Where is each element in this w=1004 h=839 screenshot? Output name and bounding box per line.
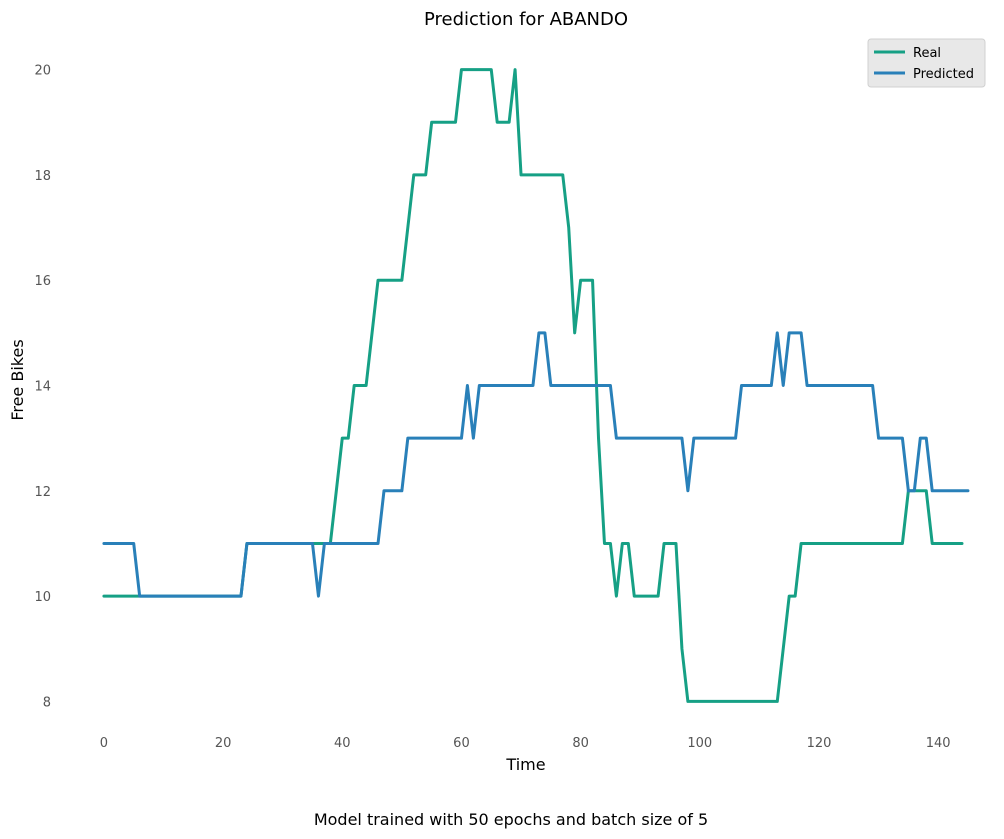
x-axis-label: Time: [505, 755, 545, 774]
legend-label-real: Real: [913, 46, 941, 61]
legend: Real Predicted: [867, 38, 986, 88]
y-tick-label: 10: [34, 590, 51, 605]
y-axis-label: Free Bikes: [8, 339, 27, 420]
y-tick-label: 12: [34, 485, 51, 500]
x-tick-label: 140: [926, 736, 951, 751]
y-axis-ticks: 8 10 12 14 16 18 20: [34, 64, 51, 711]
x-tick-label: 0: [100, 736, 108, 751]
x-tick-label: 100: [687, 736, 712, 751]
legend-label-predicted: Predicted: [913, 67, 974, 82]
series-lines: [102, 68, 970, 703]
y-tick-label: 14: [34, 380, 51, 395]
y-tick-label: 18: [34, 169, 51, 184]
y-tick-label: 16: [34, 274, 51, 289]
x-tick-label: 60: [453, 736, 470, 751]
series-line-predicted: [102, 331, 970, 598]
x-tick-label: 120: [807, 736, 832, 751]
y-tick-label: 8: [43, 695, 51, 710]
y-tick-label: 20: [34, 64, 51, 79]
chart-title: Prediction for ABANDO: [424, 9, 628, 30]
chart-caption: Model trained with 50 epochs and batch s…: [314, 810, 708, 829]
x-tick-label: 40: [334, 736, 351, 751]
x-tick-label: 80: [572, 736, 589, 751]
x-axis-ticks: 0 20 40 60 80 100 120 140: [100, 736, 951, 751]
x-tick-label: 20: [215, 736, 232, 751]
